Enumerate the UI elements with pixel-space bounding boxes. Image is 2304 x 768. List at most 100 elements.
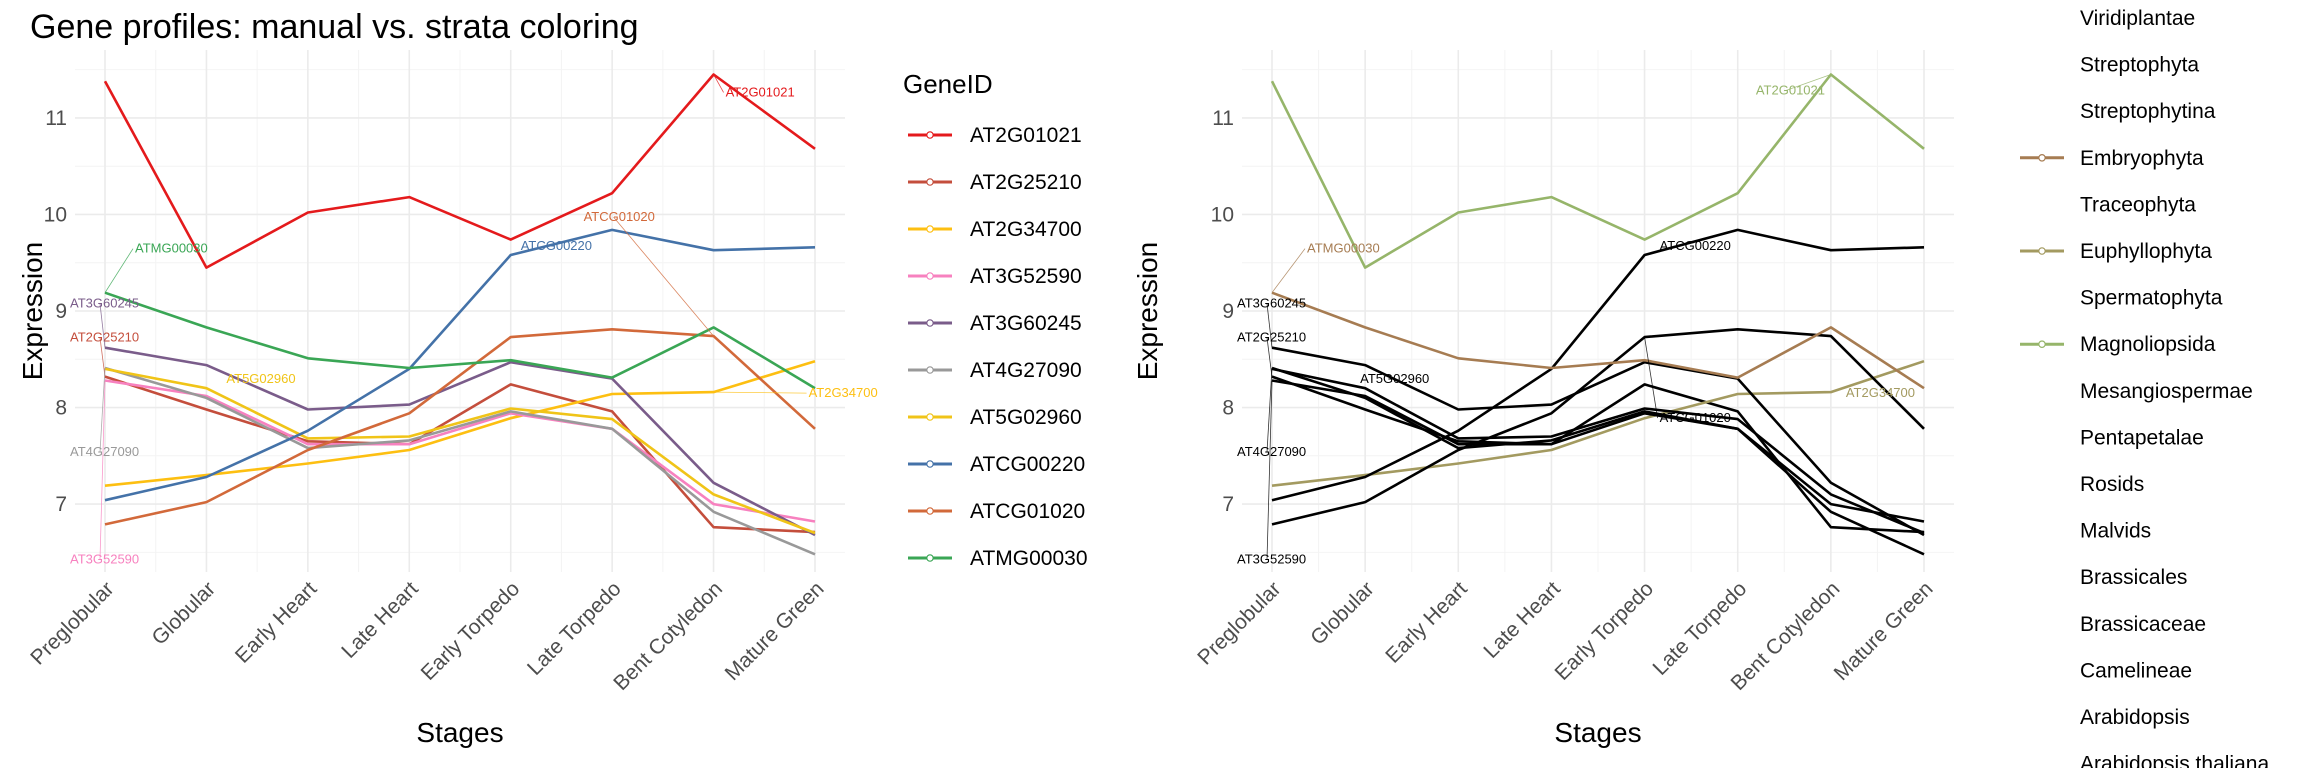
- annotation-at3g60245: AT3G60245: [70, 296, 139, 311]
- x-tick-label: Globular: [1306, 577, 1378, 649]
- x-tick-label: Late Torpedo: [523, 577, 626, 680]
- annotation-leader: [104, 248, 134, 293]
- series-line-at3g60245: [1271, 346, 1925, 537]
- annotation-atcg01020: ATCG01020: [1660, 410, 1731, 425]
- legend-key-point: [926, 413, 934, 421]
- series-line-atmg00030: [104, 291, 816, 390]
- annotation-at5g02960: AT5G02960: [226, 371, 295, 386]
- series-line-at2g34700: [104, 359, 816, 487]
- x-tick-label: Late Heart: [1479, 577, 1565, 663]
- legend-key-point: [926, 366, 934, 374]
- legend-label: AT2G01021: [970, 124, 1082, 147]
- annotation-leader: [1644, 337, 1658, 419]
- x-tick-label: Preglobular: [26, 577, 118, 669]
- series-line-at2g25210: [104, 375, 816, 534]
- legend-label: AT5G02960: [970, 406, 1082, 429]
- annotation-atcg00220: ATCG00220: [521, 238, 592, 253]
- x-tick-label: Late Heart: [337, 577, 423, 663]
- annotation-leader: [1266, 380, 1273, 560]
- annotation-at5g02960: AT5G02960: [1360, 371, 1429, 386]
- legend-label: Malvids: [2080, 520, 2151, 543]
- annotation-leader: [99, 303, 106, 348]
- y-tick-label: 7: [1222, 493, 1234, 516]
- series-line-at5g02960: [104, 367, 816, 535]
- series-line-at2g34700: [1271, 359, 1925, 487]
- annotation-at3g60245: AT3G60245: [1237, 296, 1306, 311]
- annotation-leader: [613, 216, 714, 337]
- x-tick-label: Early Heart: [231, 577, 322, 668]
- annotation-atcg01020: ATCG01020: [584, 209, 655, 224]
- series-line-at3g52590: [104, 379, 816, 523]
- annotation-leader: [99, 380, 106, 560]
- legend-label: Brassicaceae: [2080, 613, 2206, 636]
- annotation-at4g27090: AT4G27090: [70, 444, 139, 459]
- legend-key-point: [926, 507, 934, 515]
- legend-key-point: [926, 319, 934, 327]
- legend-key-point: [2038, 247, 2046, 255]
- legend-label: Viridiplantae: [2080, 7, 2195, 30]
- legend-label: ATCG01020: [970, 500, 1085, 523]
- legend-key-point: [2038, 154, 2046, 162]
- legend-label: AT2G25210: [970, 171, 1082, 194]
- annotation-leader: [99, 367, 106, 452]
- annotation-at2g01021: AT2G01021: [726, 84, 795, 99]
- legend-label: ATMG00030: [970, 547, 1088, 570]
- series-line-at2g01021: [1270, 73, 1925, 269]
- series-line-at4g27090: [1271, 366, 1925, 556]
- figure-title: Gene profiles: manual vs. strata colorin…: [30, 8, 639, 46]
- legend-geneid: GeneID AT2G01021 AT2G25210 AT2G34700 AT3G525…: [903, 69, 1088, 570]
- legend-label: Euphyllophyta: [2080, 240, 2212, 263]
- annotation-leader: [1785, 74, 1831, 91]
- annotation-leader: [1266, 303, 1273, 348]
- annotation-atmg00030: ATMG00030: [1307, 241, 1380, 256]
- series-line-atmg00030: [1271, 291, 1925, 390]
- legend-title: GeneID: [903, 69, 993, 99]
- annotation-leader: [99, 337, 106, 377]
- series-line-atcg00220: [104, 228, 816, 502]
- legend-key-point: [926, 131, 934, 139]
- annotation-at2g34700: AT2G34700: [1846, 385, 1915, 400]
- x-tick-label: Late Torpedo: [1649, 577, 1752, 680]
- x-tick-label: Early Torpedo: [417, 577, 525, 685]
- y-tick-label: 11: [45, 107, 67, 130]
- y-tick-label: 9: [1222, 300, 1234, 323]
- annotation-leader: [1266, 337, 1273, 377]
- legend-label: Spermatophyta: [2080, 287, 2223, 310]
- legend-label: Pentapetalae: [2080, 426, 2204, 449]
- x-axis-title: Stages: [416, 717, 503, 748]
- y-tick-label: 9: [55, 300, 67, 323]
- annotation-leader: [1266, 367, 1273, 452]
- legend-label: Traceophyta: [2080, 193, 2196, 216]
- y-axis-title: Expression: [17, 242, 48, 381]
- legend-label: AT4G27090: [970, 359, 1082, 382]
- annotation-atmg00030: ATMG00030: [135, 241, 208, 256]
- legend-key-point: [926, 178, 934, 186]
- series-line-at3g60245: [104, 346, 816, 537]
- y-tick-label: 8: [1222, 397, 1234, 420]
- series-line-at3g52590: [1271, 379, 1925, 523]
- x-tick-label: Globular: [148, 577, 220, 649]
- y-tick-label: 10: [44, 203, 67, 226]
- annotation-at3g52590: AT3G52590: [70, 552, 139, 567]
- series-line-at2g01021: [103, 73, 816, 269]
- legend-label: Rosids: [2080, 473, 2144, 496]
- legend-label: Arabidopsis thaliana: [2080, 753, 2269, 768]
- x-axis-title: Stages: [1554, 717, 1641, 748]
- legend-label: Mesangiospermae: [2080, 380, 2253, 403]
- annotation-at3g52590: AT3G52590: [1237, 552, 1306, 567]
- y-tick-label: 10: [1211, 203, 1234, 226]
- x-tick-label: Preglobular: [1193, 577, 1285, 669]
- series-line-at5g02960: [1271, 367, 1925, 535]
- y-axis-title: Expression: [1132, 242, 1163, 381]
- legend-label: Camelineae: [2080, 659, 2192, 682]
- annotation-leader: [713, 74, 724, 93]
- y-tick-label: 7: [55, 493, 67, 516]
- annotation-leader: [1271, 248, 1306, 293]
- legend-key-point: [926, 272, 934, 280]
- series-line-at2g25210: [1271, 375, 1925, 534]
- annotation-at2g25210: AT2G25210: [1237, 330, 1306, 345]
